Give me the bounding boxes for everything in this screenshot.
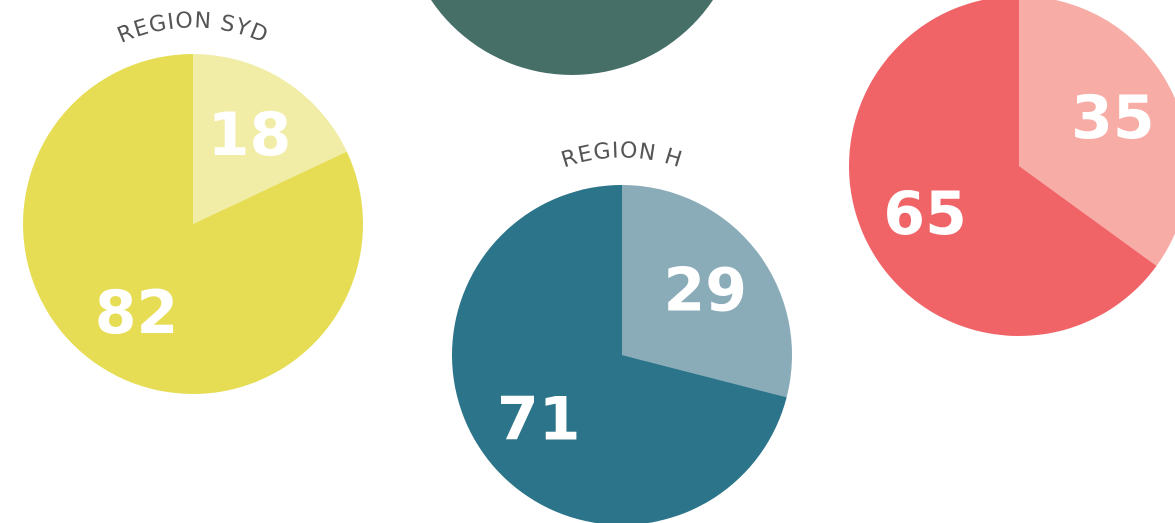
pie-slice	[22, 54, 363, 394]
slice-label: 35	[1071, 83, 1155, 153]
pie-slice	[452, 185, 787, 523]
slice-label: 18	[208, 100, 292, 170]
pie-slice	[193, 54, 347, 224]
pie-slice	[1019, 0, 1175, 266]
pie-slice	[622, 185, 792, 398]
slice-label: 65	[883, 179, 967, 249]
slice-label: 82	[95, 278, 179, 348]
charts: 18 82 REGION SYD 29 71 REGION H 35 65	[22, 0, 1175, 523]
pie: 18 82 REGION SYD	[22, 8, 363, 394]
pie: 29 71 REGION H	[452, 138, 792, 523]
cropped-pie	[431, 0, 713, 75]
chart-title: REGION SYD	[114, 8, 272, 48]
chart-title-path: REGION SYD	[114, 8, 271, 48]
slice-label: 71	[497, 385, 581, 455]
pie-slice	[849, 0, 1157, 336]
chart-title-path: REGION H	[558, 138, 684, 173]
pie: 35 65	[849, 0, 1175, 336]
slice-label: 29	[664, 255, 748, 325]
chart-title: REGION H	[558, 138, 685, 173]
